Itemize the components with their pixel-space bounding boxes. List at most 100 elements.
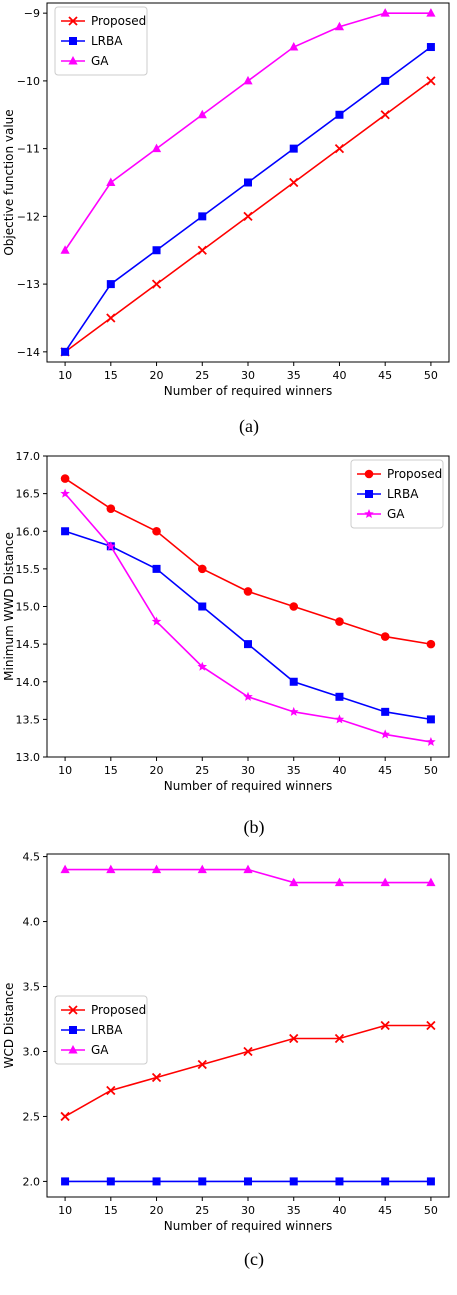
x-tick-label: 35 [287,1204,301,1217]
series-ga [60,488,436,746]
data-point [197,1059,207,1070]
y-tick-label: 3.0 [23,1045,41,1058]
y-axis-label: Minimum WWD Distance [2,532,16,681]
data-point [198,212,207,221]
chart-1: 10 15 20 25 30 35 40 45 50 −14 −13 −12 −11 −10 −9 Numbe… [2,2,450,437]
data-point [60,488,70,498]
legend-label: GA [91,54,109,68]
y-tick-label: 16.5 [16,488,41,501]
data-point [151,143,162,153]
data-point [197,109,207,119]
data-point [197,864,207,874]
data-point [244,178,252,187]
data-point [106,177,116,186]
series-line [64,46,432,353]
x-tick-label: 20 [150,369,164,382]
data-point [244,1177,252,1186]
y-tick-label: 2.0 [23,1175,41,1188]
series-lrba [61,43,435,356]
y-tick-label: −13 [17,278,40,291]
data-point [198,1177,207,1186]
legend-box [350,459,444,529]
x-tick-label: 15 [104,764,118,777]
series-line [64,493,432,743]
data-point [334,877,345,887]
y-axis-label: Objective function value [2,109,16,255]
x-tick-label: 30 [241,369,255,382]
data-point [244,640,252,649]
y-tick-label: −14 [17,346,40,359]
y-tick-label: −12 [17,210,40,223]
x-axis-label: Number of required winners [164,1219,332,1233]
x-tick-label: 25 [195,369,209,382]
x-tick-label: 45 [378,369,392,382]
data-point [152,246,161,255]
x-tick-label: 15 [104,1204,118,1217]
data-point [381,707,390,716]
data-point [380,877,390,887]
x-tick-label: 10 [58,1204,72,1217]
x-tick-label: 15 [104,369,118,382]
data-point [426,76,436,86]
data-point [380,110,390,120]
data-point [335,110,344,119]
x-axis-label: Number of required winners [164,384,332,398]
data-point [289,1033,299,1044]
data-point [426,1177,435,1186]
x-tick-label: 30 [241,764,255,777]
y-tick-label: 14.0 [16,676,41,689]
data-point [426,715,435,724]
y-tick-label: −10 [17,75,40,88]
legend: Proposed LRBA GA [54,6,148,76]
x-tick-label: 40 [332,369,346,382]
data-point [106,1085,116,1096]
x-tick-label: 50 [424,1204,438,1217]
legend-marker [69,1026,77,1034]
data-point [106,541,116,551]
data-point [106,313,116,323]
legend-box [54,995,148,1065]
legend-label: Proposed [387,467,442,481]
data-point [151,1072,162,1083]
legend-marker [69,37,77,45]
y-tick-label: 15.5 [16,563,41,576]
data-point [106,504,116,513]
data-point [243,211,253,222]
x-tick-label: 50 [424,764,438,777]
data-point [334,1033,345,1044]
data-point [334,143,345,154]
legend: Proposed LRBA GA [54,995,148,1065]
data-point [243,75,253,85]
data-point [380,8,390,17]
x-tick-label: 40 [332,1204,346,1217]
data-point [60,1111,70,1122]
x-tick-label: 35 [287,369,301,382]
data-point [243,864,253,874]
series-ga [60,8,436,254]
data-point [61,527,70,536]
chart-caption: (a) [239,416,259,437]
x-tick-label: 20 [150,1204,164,1217]
y-tick-label: 2.5 [23,1110,41,1123]
x-tick-label: 45 [378,764,392,777]
y-tick-label: 3.5 [23,981,41,994]
series-line [64,530,432,721]
x-tick-label: 25 [195,764,209,777]
data-point [380,632,390,641]
x-tick-label: 50 [424,369,438,382]
y-tick-label: 13.0 [16,751,41,764]
data-point [334,714,345,724]
x-tick-label: 45 [378,1204,392,1217]
y-tick-label: 16.0 [16,525,41,538]
x-tick-label: 20 [150,764,164,777]
data-point [151,616,162,626]
data-point [426,639,436,649]
x-tick-label: 10 [58,764,72,777]
series-proposed [60,1020,436,1122]
legend-label: LRBA [91,34,123,48]
legend: Proposed LRBA GA [350,459,444,529]
y-tick-label: 13.5 [16,713,41,726]
data-point [288,706,299,716]
y-tick-label: 14.5 [16,638,41,651]
data-point [426,1020,436,1031]
